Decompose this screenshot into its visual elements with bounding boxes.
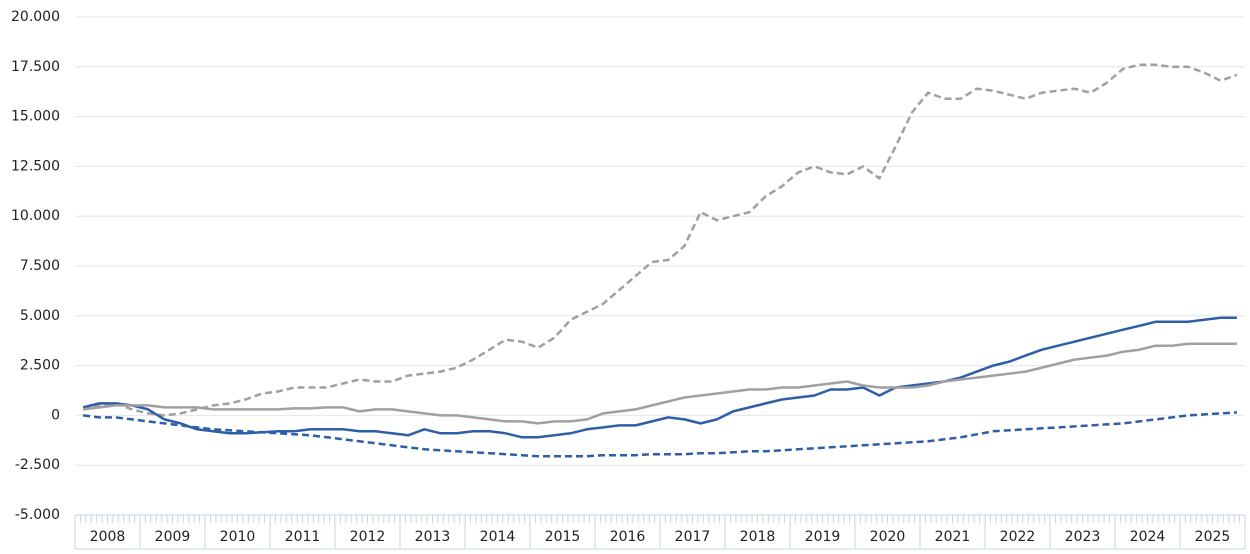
x-tick-label: 2020 — [870, 529, 906, 545]
x-tick-label: 2014 — [480, 529, 516, 545]
x-tick-label: 2024 — [1130, 529, 1166, 545]
y-tick-label: 15.000 — [11, 109, 60, 125]
x-tick-label: 2009 — [155, 529, 191, 545]
y-tick-label: 5.000 — [20, 308, 60, 324]
x-tick-label: 2016 — [610, 529, 646, 545]
y-tick-label: -5.000 — [15, 507, 60, 523]
y-tick-label: -2.500 — [15, 457, 60, 473]
x-tick-label: 2010 — [220, 529, 256, 545]
y-tick-label: 12.500 — [11, 158, 60, 174]
series-line — [82, 63, 1238, 417]
y-tick-label: 2.500 — [20, 358, 60, 374]
x-tick-label: 2015 — [545, 529, 581, 545]
x-tick-label: 2008 — [90, 529, 126, 545]
x-tick-label: 2013 — [415, 529, 451, 545]
y-tick-label: 10.000 — [11, 208, 60, 224]
series-line — [82, 316, 1237, 439]
x-tick-label: 2022 — [1000, 529, 1036, 545]
x-tick-label: 2011 — [285, 529, 321, 545]
x-tick-label: 2019 — [805, 529, 841, 545]
y-tick-label: 17.500 — [11, 59, 60, 75]
series-line — [82, 411, 1237, 458]
x-tick-label: 2025 — [1195, 529, 1231, 545]
y-tick-label: 7.500 — [20, 258, 60, 274]
x-tick-label: 2012 — [350, 529, 386, 545]
y-tick-label: 0 — [51, 407, 60, 423]
x-tick-label: 2017 — [675, 529, 711, 545]
y-tick-label: 20.000 — [11, 9, 60, 25]
x-tick-label: 2018 — [740, 529, 776, 545]
x-tick-label: 2021 — [935, 529, 971, 545]
series-line — [82, 342, 1237, 425]
x-tick-label: 2023 — [1065, 529, 1101, 545]
